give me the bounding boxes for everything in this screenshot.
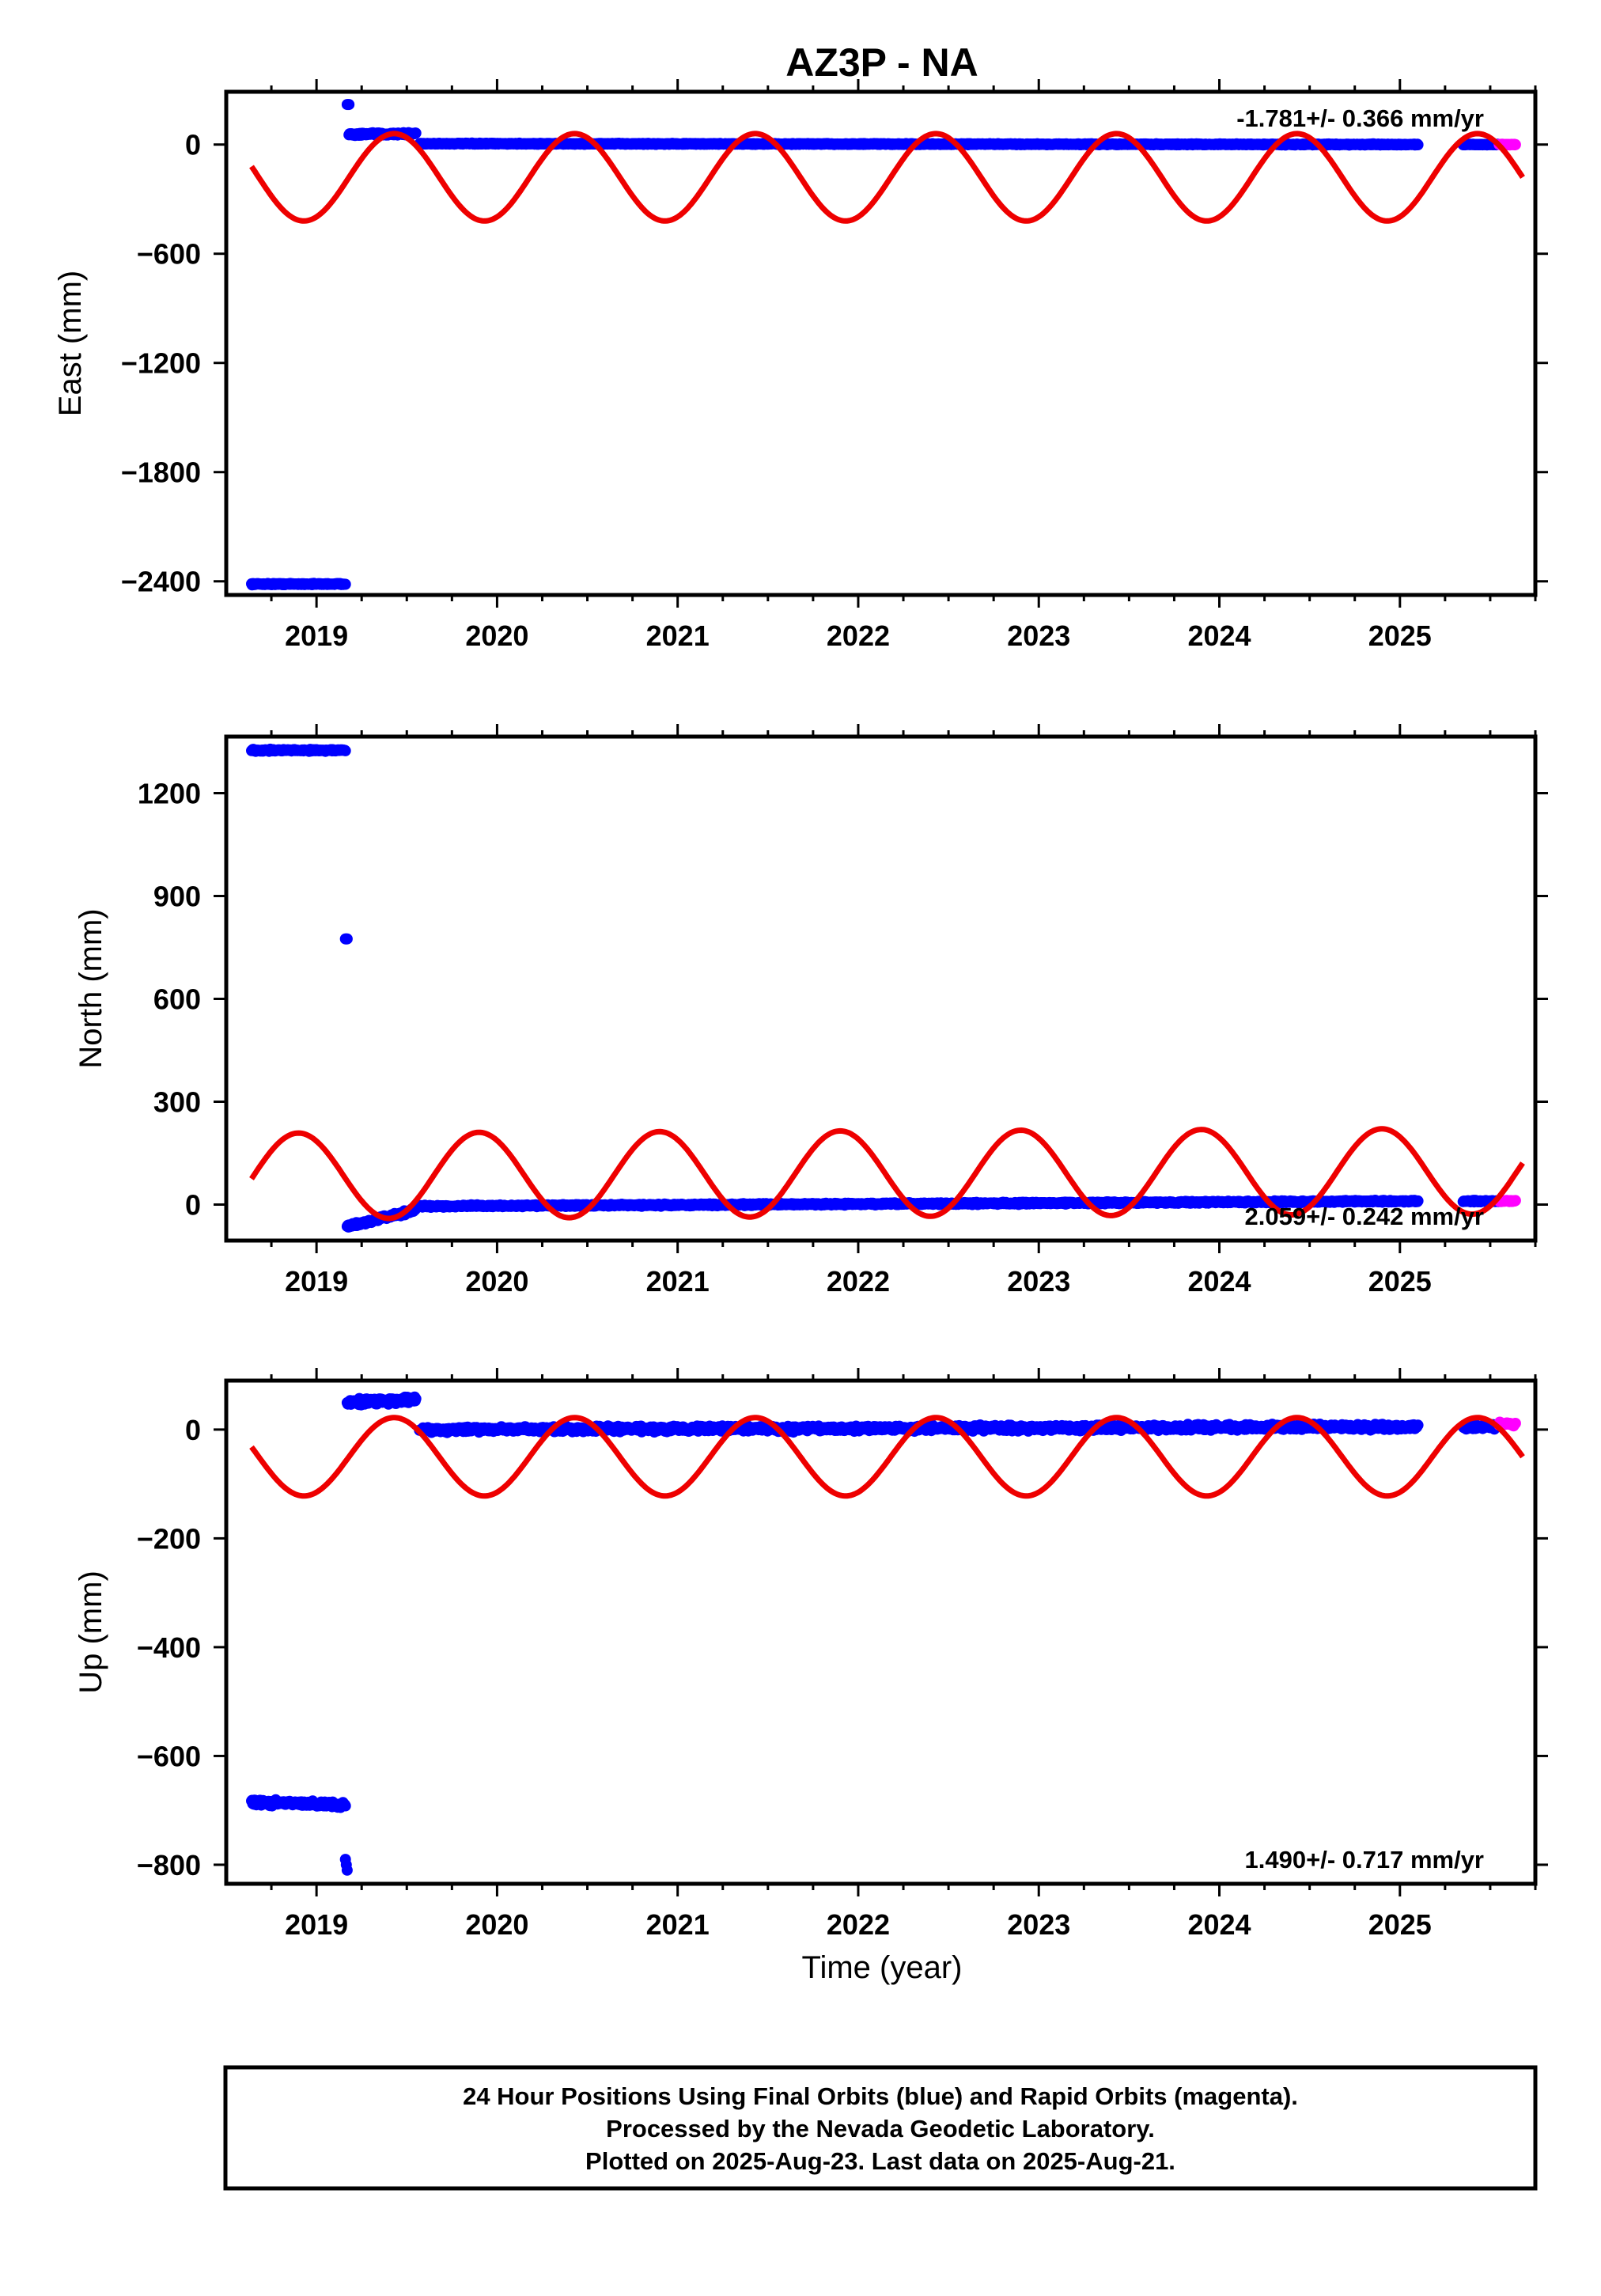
up-data-point bbox=[339, 1800, 351, 1812]
east-y-tick-label: −2400 bbox=[121, 566, 201, 598]
east-data-point bbox=[410, 127, 422, 139]
north-series-final-1 bbox=[339, 933, 353, 945]
north-y-tick-label: 600 bbox=[153, 983, 201, 1016]
north-x-tick-label: 2021 bbox=[646, 1265, 710, 1298]
up-data-point bbox=[410, 1392, 422, 1404]
east-x-tick-label: 2021 bbox=[646, 619, 710, 652]
east-data-point bbox=[1412, 139, 1424, 150]
north-y-tick-label: 0 bbox=[185, 1189, 201, 1222]
up-data-point bbox=[341, 1864, 353, 1876]
east-data-point bbox=[343, 99, 355, 111]
east-y-tick-label: −1200 bbox=[121, 347, 201, 380]
north-data-point bbox=[1509, 1195, 1521, 1207]
east-series-final-0 bbox=[246, 578, 351, 591]
north-data-point bbox=[339, 744, 351, 756]
east-panel: 2019 2020 2021 2022 2023 2024 2025 0 −600 −1200 −1… bbox=[53, 79, 1548, 652]
east-y-axis-label: East (mm) bbox=[53, 271, 88, 416]
north-y-tick-label: 900 bbox=[153, 881, 201, 913]
east-x-tick-label: 2023 bbox=[1007, 619, 1070, 652]
north-y-tick-label: 1200 bbox=[138, 778, 201, 810]
north-x-tick-label: 2023 bbox=[1007, 1265, 1070, 1298]
up-panel: 2019 2020 2021 2022 2023 2024 20250−200−400−60… bbox=[74, 1368, 1548, 1941]
east-x-tick-label: 2019 bbox=[285, 619, 348, 652]
east-series-final-1 bbox=[341, 99, 355, 111]
north-data-point bbox=[341, 933, 353, 945]
east-x-tick-label: 2024 bbox=[1187, 619, 1251, 652]
east-x-tick-label: 2022 bbox=[827, 619, 890, 652]
east-x-tick-label: 2025 bbox=[1368, 619, 1432, 652]
north-panel: 2019 2020 2021 2022 2023 2024 2025 1200 900 600 30… bbox=[74, 724, 1548, 1298]
up-series-final-2 bbox=[341, 1391, 422, 1411]
north-x-tick-label: 2022 bbox=[827, 1265, 890, 1298]
east-y-tick-label: −1800 bbox=[121, 457, 201, 489]
up-series-final-0 bbox=[246, 1794, 351, 1813]
north-x-tick-label: 2024 bbox=[1187, 1265, 1251, 1298]
east-plot-frame bbox=[224, 89, 1538, 597]
east-data-point bbox=[1509, 138, 1521, 150]
north-x-tick-label: 2019 bbox=[285, 1265, 348, 1298]
north-x-tick-label: 2025 bbox=[1368, 1265, 1432, 1298]
east-model-curve bbox=[249, 131, 1525, 224]
east-rate-label: -1.781+/- 0.366 mm/yr bbox=[1236, 104, 1484, 132]
north-y-axis-label: North (mm) bbox=[74, 908, 108, 1068]
east-y-tick-label: −600 bbox=[137, 238, 201, 271]
north-y-tick-label: 300 bbox=[153, 1086, 201, 1119]
up-series-final-1 bbox=[339, 1854, 353, 1876]
north-rate-label: 2.059+/- 0.242 mm/yr bbox=[1245, 1203, 1484, 1230]
chart-title: AZ3P - NA bbox=[785, 40, 978, 85]
east-data-point bbox=[339, 578, 351, 590]
east-x-tick-label: 2020 bbox=[465, 619, 528, 652]
east-y-tick-label: 0 bbox=[185, 129, 201, 161]
north-series-final-0 bbox=[246, 743, 351, 757]
north-x-tick-label: 2020 bbox=[465, 1265, 528, 1298]
